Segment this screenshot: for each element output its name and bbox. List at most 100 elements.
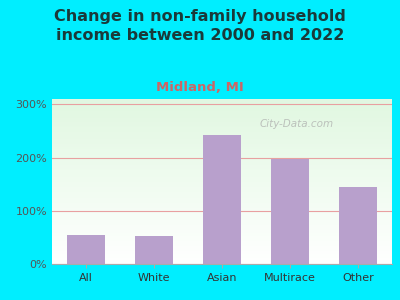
Bar bbox=[52, 257, 392, 259]
Bar bbox=[52, 193, 392, 195]
Bar bbox=[52, 150, 392, 152]
Bar bbox=[52, 231, 392, 233]
Bar bbox=[52, 221, 392, 223]
Bar bbox=[52, 213, 392, 214]
Bar bbox=[52, 211, 392, 213]
Bar bbox=[52, 173, 392, 175]
Bar bbox=[52, 140, 392, 142]
Bar bbox=[52, 101, 392, 102]
Bar bbox=[52, 114, 392, 116]
Bar bbox=[52, 205, 392, 206]
Bar bbox=[52, 110, 392, 112]
Bar bbox=[52, 125, 392, 127]
Bar bbox=[52, 120, 392, 122]
Bar bbox=[52, 176, 392, 178]
Bar bbox=[52, 160, 392, 162]
Bar bbox=[52, 218, 392, 219]
Bar bbox=[52, 142, 392, 144]
Bar bbox=[271, 159, 309, 264]
Bar bbox=[52, 163, 392, 165]
Bar bbox=[52, 228, 392, 229]
Bar bbox=[52, 182, 392, 183]
Bar bbox=[52, 214, 392, 216]
Bar bbox=[52, 244, 392, 246]
Bar bbox=[52, 147, 392, 148]
Bar bbox=[52, 242, 392, 244]
Bar bbox=[52, 203, 392, 205]
Bar bbox=[52, 167, 392, 168]
Bar bbox=[52, 102, 392, 104]
Bar bbox=[52, 130, 392, 132]
Bar bbox=[52, 170, 392, 172]
Bar bbox=[52, 238, 392, 239]
Bar bbox=[52, 223, 392, 224]
Bar bbox=[52, 216, 392, 218]
Bar bbox=[52, 191, 392, 193]
Bar bbox=[52, 241, 392, 242]
Bar bbox=[135, 236, 173, 264]
Bar bbox=[52, 229, 392, 231]
Bar bbox=[52, 239, 392, 241]
Bar bbox=[52, 249, 392, 251]
Bar bbox=[52, 190, 392, 191]
Bar bbox=[52, 246, 392, 247]
Bar bbox=[52, 219, 392, 221]
Bar bbox=[52, 157, 392, 158]
Bar bbox=[52, 262, 392, 264]
Bar bbox=[52, 259, 392, 261]
Bar bbox=[52, 175, 392, 176]
Bar bbox=[52, 158, 392, 160]
Bar bbox=[52, 162, 392, 163]
Bar bbox=[52, 124, 392, 125]
Bar bbox=[52, 137, 392, 139]
Bar bbox=[52, 139, 392, 140]
Bar bbox=[52, 168, 392, 170]
Bar bbox=[52, 180, 392, 182]
Bar bbox=[52, 198, 392, 200]
Bar bbox=[52, 186, 392, 188]
Text: Change in non-family household
income between 2000 and 2022: Change in non-family household income be… bbox=[54, 9, 346, 43]
Bar bbox=[52, 226, 392, 228]
Bar bbox=[52, 145, 392, 147]
Bar bbox=[52, 117, 392, 119]
Bar bbox=[52, 261, 392, 262]
Bar bbox=[52, 148, 392, 150]
Bar bbox=[52, 116, 392, 117]
Bar bbox=[52, 143, 392, 145]
Bar bbox=[52, 185, 392, 186]
Bar bbox=[52, 129, 392, 130]
Bar bbox=[52, 155, 392, 157]
Bar bbox=[52, 253, 392, 254]
Bar bbox=[52, 109, 392, 110]
Bar bbox=[52, 188, 392, 190]
Bar bbox=[52, 200, 392, 201]
Bar bbox=[52, 178, 392, 180]
Bar bbox=[52, 135, 392, 137]
Bar bbox=[52, 119, 392, 120]
Bar bbox=[52, 254, 392, 256]
Bar bbox=[203, 135, 241, 264]
Bar bbox=[68, 235, 105, 264]
Bar bbox=[52, 201, 392, 203]
Bar bbox=[52, 172, 392, 173]
Bar bbox=[52, 183, 392, 185]
Bar bbox=[52, 122, 392, 124]
Bar bbox=[52, 234, 392, 236]
Bar bbox=[52, 208, 392, 209]
Bar bbox=[52, 233, 392, 234]
Bar bbox=[52, 132, 392, 134]
Bar bbox=[52, 107, 392, 109]
Bar bbox=[52, 99, 392, 101]
Bar bbox=[339, 187, 376, 264]
Bar bbox=[52, 112, 392, 114]
Bar bbox=[52, 153, 392, 155]
Bar bbox=[52, 251, 392, 253]
Bar bbox=[52, 196, 392, 198]
Bar bbox=[52, 127, 392, 129]
Bar bbox=[52, 134, 392, 135]
Bar bbox=[52, 195, 392, 197]
Bar bbox=[52, 256, 392, 257]
Bar bbox=[52, 224, 392, 226]
Bar bbox=[52, 236, 392, 238]
Bar bbox=[52, 248, 392, 249]
